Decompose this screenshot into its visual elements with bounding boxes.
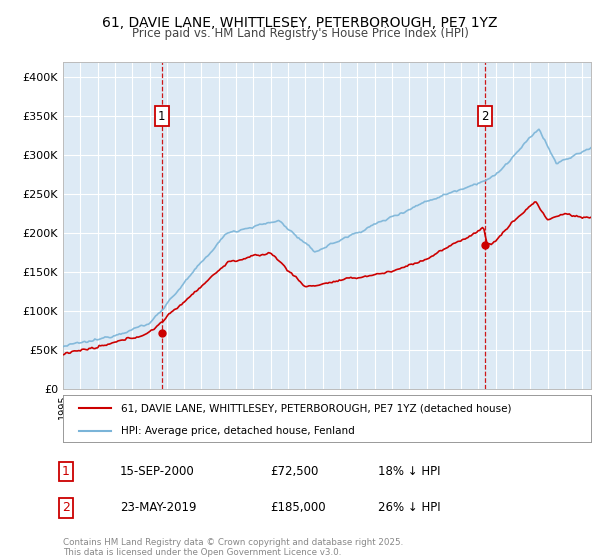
Text: 23-MAY-2019: 23-MAY-2019: [120, 501, 197, 515]
Text: HPI: Average price, detached house, Fenland: HPI: Average price, detached house, Fenl…: [121, 426, 355, 436]
Text: £72,500: £72,500: [270, 465, 319, 478]
Text: 61, DAVIE LANE, WHITTLESEY, PETERBOROUGH, PE7 1YZ (detached house): 61, DAVIE LANE, WHITTLESEY, PETERBOROUGH…: [121, 403, 512, 413]
Text: 1: 1: [158, 110, 166, 123]
Text: Price paid vs. HM Land Registry's House Price Index (HPI): Price paid vs. HM Land Registry's House …: [131, 27, 469, 40]
Text: 1: 1: [62, 465, 70, 478]
Text: 18% ↓ HPI: 18% ↓ HPI: [378, 465, 440, 478]
Text: Contains HM Land Registry data © Crown copyright and database right 2025.
This d: Contains HM Land Registry data © Crown c…: [63, 538, 403, 557]
Text: 26% ↓ HPI: 26% ↓ HPI: [378, 501, 440, 515]
Text: 2: 2: [62, 501, 70, 515]
Text: 2: 2: [481, 110, 489, 123]
Text: £185,000: £185,000: [270, 501, 326, 515]
Text: 61, DAVIE LANE, WHITTLESEY, PETERBOROUGH, PE7 1YZ: 61, DAVIE LANE, WHITTLESEY, PETERBOROUGH…: [102, 16, 498, 30]
Text: 15-SEP-2000: 15-SEP-2000: [120, 465, 195, 478]
